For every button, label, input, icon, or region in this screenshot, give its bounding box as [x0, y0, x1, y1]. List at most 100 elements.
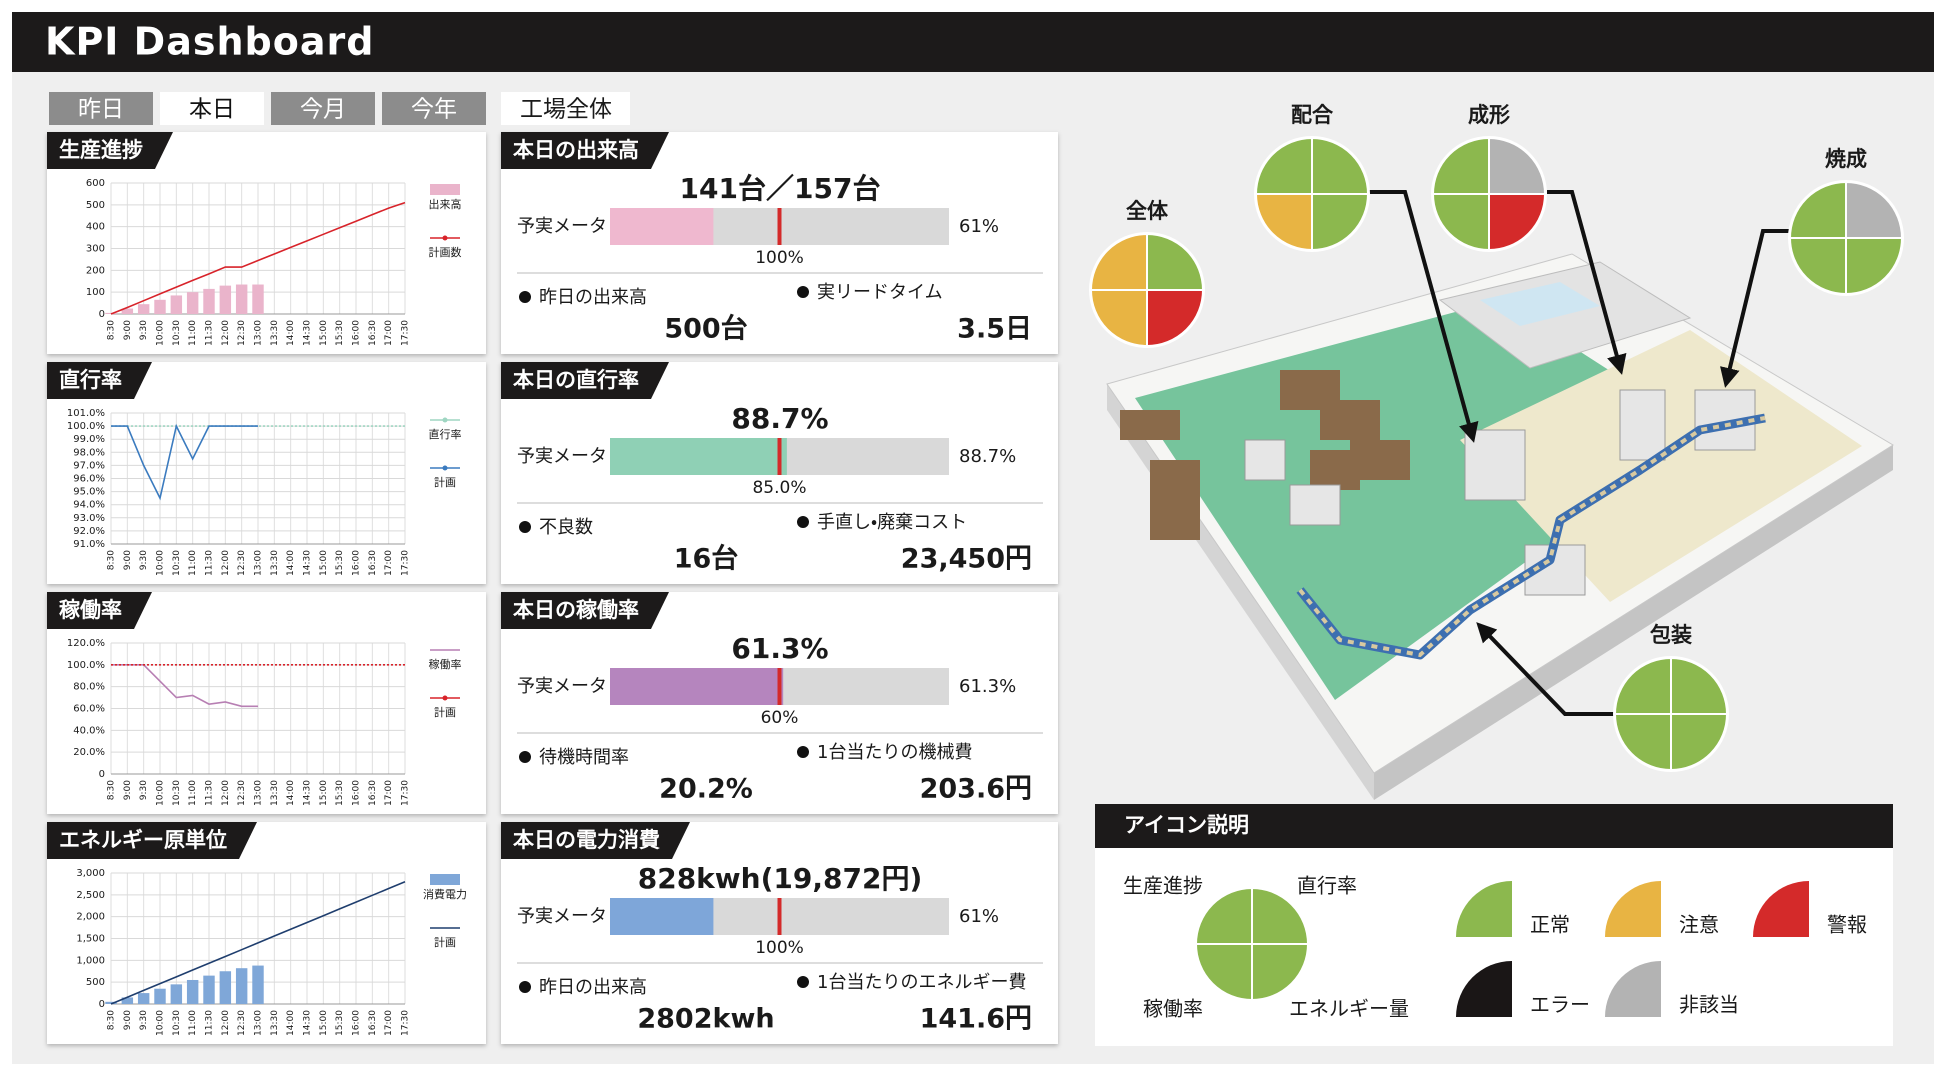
- quadrant-label: 生産進捗: [1123, 874, 1203, 898]
- stat-label: 待機時間率: [539, 747, 629, 768]
- bar: [219, 285, 232, 314]
- panel-title-tag: 本日の出来高: [501, 132, 669, 169]
- stat-value: 203.6円: [920, 774, 1032, 805]
- y-tick-label: 100: [86, 287, 105, 298]
- panel-title-tag: 稼働率: [47, 592, 152, 629]
- meter-value-label: 88.7%: [959, 446, 1016, 467]
- x-tick-label: 9:00: [123, 1010, 133, 1030]
- meter-target: [777, 668, 782, 705]
- bullet: [519, 981, 531, 993]
- meter-fill: [610, 208, 714, 245]
- bar: [235, 284, 248, 314]
- stat-label: 手直し・廃棄コスト: [817, 512, 967, 533]
- stat-label: 1台当たりのエネルギー費: [817, 972, 1026, 993]
- legend-pie-quadrant: [1251, 886, 1310, 945]
- y-tick-label: 92.0%: [73, 526, 105, 537]
- bullet: [519, 751, 531, 763]
- x-tick-label: 8:30: [107, 780, 117, 800]
- period-tab[interactable]: [382, 92, 486, 125]
- stat-label: 実リードタイム: [817, 282, 943, 303]
- legend-label: 直行率: [429, 428, 462, 441]
- x-tick-label: 15:30: [335, 1010, 345, 1036]
- panel-title: 直行率: [59, 368, 122, 392]
- status-icon: [1605, 881, 1661, 937]
- y-tick-label: 500: [86, 200, 105, 211]
- x-tick-label: 15:30: [335, 550, 345, 576]
- y-tick-label: 600: [86, 178, 105, 189]
- bar: [154, 988, 166, 1004]
- x-tick-label: 15:00: [319, 550, 329, 576]
- x-tick-label: 13:30: [270, 780, 280, 806]
- y-tick-label: 40.0%: [73, 725, 105, 736]
- period-tab[interactable]: [160, 92, 264, 125]
- status-label: エラー: [1530, 993, 1590, 1017]
- x-tick-label: 11:00: [188, 780, 198, 806]
- panel-title-tag: 本日の稼働率: [501, 592, 669, 629]
- y-tick-label: 1,500: [76, 934, 105, 945]
- scope-label: 工場全体: [520, 97, 612, 123]
- y-tick-label: 3,000: [76, 868, 105, 879]
- x-tick-label: 9:30: [139, 550, 149, 570]
- y-tick-label: 80.0%: [73, 682, 105, 693]
- station-status-quadrant: [1788, 180, 1847, 239]
- legend-label: 稼働率: [429, 658, 462, 671]
- quadrant-label: 稼働率: [1143, 997, 1203, 1021]
- panel-title: 本日の直行率: [512, 368, 639, 392]
- x-tick-label: 14:30: [303, 550, 313, 576]
- y-tick-label: 91.0%: [73, 539, 105, 550]
- bar: [105, 1001, 117, 1004]
- y-tick-label: 100.0%: [67, 421, 105, 432]
- x-tick-label: 9:00: [123, 550, 133, 570]
- x-tick-label: 13:00: [254, 550, 264, 576]
- station-status-quadrant: [1845, 237, 1904, 296]
- station-status-quadrant: [1670, 656, 1729, 715]
- y-tick-label: 93.0%: [73, 513, 105, 524]
- x-tick-label: 11:30: [205, 320, 215, 346]
- meter-target-label: 100%: [755, 938, 804, 958]
- meter-target: [777, 438, 782, 475]
- legend-swatch: [430, 184, 460, 195]
- bar: [203, 975, 215, 1004]
- station-status-quadrant: [1431, 136, 1490, 195]
- period-tab[interactable]: [49, 92, 153, 125]
- x-tick-label: 10:30: [172, 320, 182, 346]
- station-status-quadrant: [1670, 713, 1729, 772]
- meter-target-label: 100%: [755, 248, 804, 268]
- y-tick-label: 99.0%: [73, 434, 105, 445]
- x-tick-label: 9:00: [123, 780, 133, 800]
- x-tick-label: 17:00: [384, 780, 394, 806]
- station-name: 包装: [1649, 623, 1693, 647]
- y-tick-label: 0: [99, 999, 105, 1010]
- y-tick-label: 200: [86, 265, 105, 276]
- legend-pie-quadrant: [1194, 886, 1253, 945]
- bar: [121, 997, 134, 1004]
- x-tick-label: 13:00: [254, 780, 264, 806]
- meter-fill: [610, 668, 784, 705]
- x-tick-label: 17:30: [401, 780, 411, 806]
- meter-label: 予実メータ: [517, 676, 607, 697]
- meter-value-label: 61%: [959, 216, 999, 237]
- x-tick-label: 13:30: [270, 320, 280, 346]
- station-status-quadrant: [1788, 237, 1847, 296]
- meter-target-label: 60%: [761, 708, 799, 728]
- y-tick-label: 0: [99, 309, 105, 320]
- status-label: 正常: [1530, 913, 1570, 937]
- bar: [137, 304, 150, 314]
- station-status-quadrant: [1254, 193, 1313, 252]
- y-tick-label: 0: [99, 769, 105, 780]
- panel-title: 生産進捗: [59, 138, 143, 162]
- kpi-headline: 141台／157台: [680, 172, 881, 205]
- x-tick-label: 14:00: [286, 1010, 296, 1036]
- station-status-quadrant: [1089, 232, 1148, 291]
- y-tick-label: 2,500: [76, 890, 105, 901]
- stat-value: 500台: [664, 313, 747, 345]
- title-tag-shape: [47, 592, 152, 629]
- x-tick-label: 11:30: [205, 1010, 215, 1036]
- x-tick-label: 12:30: [237, 1010, 247, 1036]
- meter-label: 予実メータ: [517, 446, 607, 467]
- status-label: 警報: [1827, 913, 1867, 937]
- x-tick-label: 17:00: [384, 1010, 394, 1036]
- period-tab[interactable]: [271, 92, 375, 125]
- stat-label: 不良数: [539, 517, 593, 538]
